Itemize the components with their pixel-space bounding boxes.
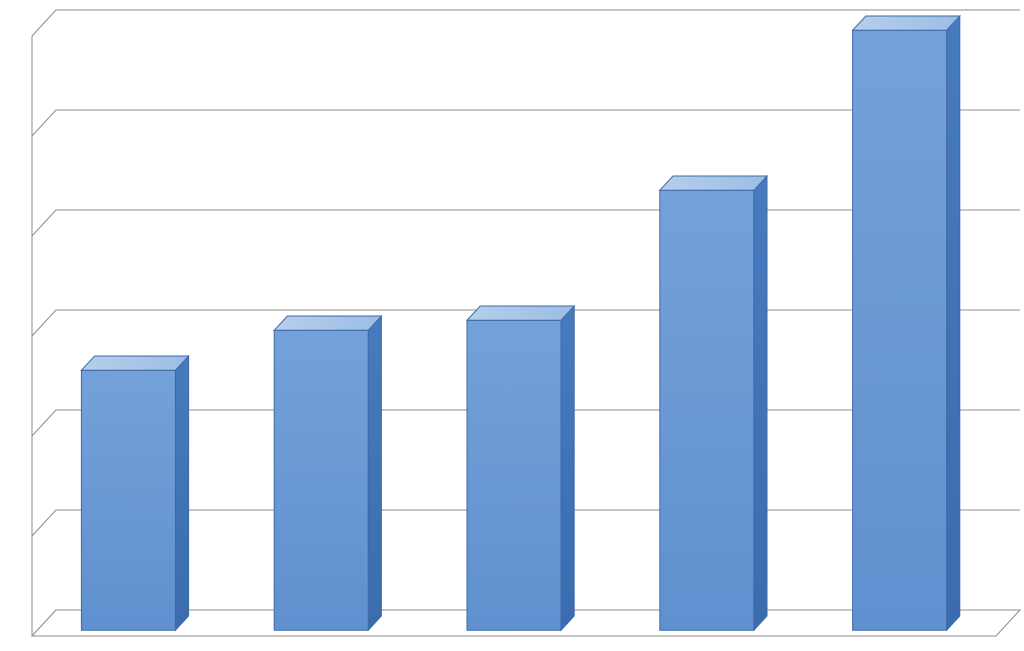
bar-front: [853, 30, 947, 630]
bar-front: [467, 320, 561, 630]
bar-front: [274, 330, 368, 630]
bar-top: [274, 316, 381, 330]
bar-side: [368, 316, 381, 630]
gridline-side: [32, 10, 56, 36]
bar-top: [853, 16, 960, 30]
bar-side: [561, 306, 574, 630]
bar-front: [81, 370, 175, 630]
bar-top: [660, 176, 767, 190]
bar-side: [175, 356, 188, 630]
gridline-side: [32, 510, 56, 536]
chart-svg: [0, 0, 1024, 651]
gridline-side: [32, 310, 56, 336]
bar-front: [660, 190, 754, 630]
bar-top: [467, 306, 574, 320]
bar-side: [947, 16, 960, 630]
gridline-side: [32, 210, 56, 236]
bar-side: [754, 176, 767, 630]
bar-top: [81, 356, 188, 370]
gridline-side: [32, 110, 56, 136]
gridline-side: [32, 410, 56, 436]
bar-chart-3d: [0, 0, 1024, 651]
